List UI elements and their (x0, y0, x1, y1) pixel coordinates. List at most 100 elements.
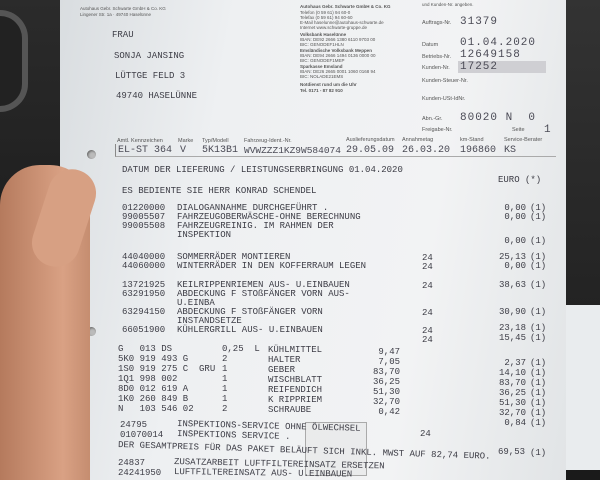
part-qty: 1 (222, 364, 228, 374)
punch-hole (87, 327, 96, 336)
dealer-email[interactable]: E-Mail haselunne@autohaus-schwarte.de (300, 20, 384, 25)
customer-no: 17252 (460, 61, 499, 73)
part-total: 36,25 (498, 388, 526, 398)
part-tax: (1) (530, 378, 547, 388)
part-no: N 103 546 02 (118, 404, 194, 414)
item-tax: (1) (530, 280, 547, 290)
bank-bic: BIC: NOLADE21EMS (300, 74, 344, 79)
item-amount: 25,13 (498, 252, 526, 262)
bank-iban: IBAN: DE94 2666 1494 0136 0000 00 (300, 53, 376, 58)
model-label: Typ/Modell (202, 138, 229, 144)
item-code: 63291950 (122, 289, 166, 299)
part-no: 8D0 012 619 A (118, 384, 189, 394)
recipient-salutation: FRAU (112, 30, 134, 40)
item-qty: 24 (422, 335, 433, 345)
item-desc: KEILRIPPENRIEMEN AUS- U.EINBAUEN (177, 280, 350, 290)
delivery-date-label: Auslieferungsdatum (346, 137, 395, 143)
advisor-label: Service-Berater (504, 137, 543, 143)
item-code: 63294150 (122, 307, 166, 317)
part-qty: 1 (222, 384, 228, 394)
item-desc: WINTERRÄDER IN DEN KOFFERRAUM LEGEN (177, 261, 367, 271)
dealer-name: Autohaus Gebr. Schwarte GmbH & Co. KG (300, 4, 391, 9)
item-desc: FAHRZEUGOBERWÄSCHE-OHNE BERECHNUNG (177, 212, 361, 222)
part-total: 32,70 (498, 408, 526, 418)
package-qty: 24 (420, 429, 431, 439)
dealer-web[interactable]: Internet www.schwarte-gruppe.de (300, 25, 368, 30)
package-code: 24795 (120, 420, 148, 430)
item-desc: INSPEKTION (177, 230, 232, 240)
part-qty: 2 (222, 404, 228, 414)
item-code: 01220000 (122, 203, 166, 213)
part-qty: 2 (222, 354, 228, 364)
item-amount: 0,00 (504, 203, 526, 213)
make-label: Marke (178, 138, 194, 144)
vin: WVWZZZ1KZ9W584074 (244, 145, 341, 156)
delivery-date-line: DATUM DER LIEFERUNG / LEISTUNGSERBRINGUN… (122, 165, 403, 175)
highlight (458, 61, 546, 73)
item-desc: DIALOGANNAHME DURCHGEFÜHRT . (177, 203, 329, 213)
part-desc: WISCHBLATT (268, 375, 323, 385)
part-tax: (1) (530, 368, 547, 378)
item-desc: FAHRZEUGREINIG. IM RAHMEN DER (177, 221, 334, 231)
item-amount: 38,63 (498, 280, 526, 290)
item-desc: U.EINBA (177, 298, 215, 308)
item-amount: 23,18 (498, 323, 526, 333)
abn-group-label: Abn.-Gr. (422, 116, 443, 122)
part-total: 83,70 (498, 378, 526, 388)
part-unit-price: 0,42 (378, 407, 400, 417)
item-qty: 24 (422, 253, 433, 263)
item-amount: 30,90 (498, 307, 526, 317)
part-unit-price: 9,47 (378, 347, 400, 357)
part-unit-price: 36,25 (372, 377, 400, 387)
bank-name: Emsländische Volksbank Meppen (300, 48, 372, 53)
stamp (305, 422, 367, 476)
punch-hole (87, 150, 96, 159)
extra-code: 24241950 (118, 468, 162, 478)
currency-header: EURO (*) (498, 175, 542, 185)
customer-tax-label: Kunden-Steuer-Nr. (422, 78, 468, 84)
package-code: 01070014 (120, 430, 164, 440)
date-label: Datum (422, 42, 439, 48)
order-no: 31379 (460, 16, 499, 28)
package-amount: 69,53 (498, 447, 526, 457)
part-desc: HALTER (268, 355, 301, 365)
customer-vat-label: Kunden-USt-IdNr. (422, 96, 466, 102)
part-no: G 013 DS (118, 344, 173, 354)
mileage: 196860 (460, 145, 497, 156)
item-amount: 0,00 (504, 261, 526, 271)
item-qty: 24 (422, 262, 433, 272)
item-amount: 0,00 (504, 212, 526, 222)
vin-label: Fahrzeug-Ident.-Nr. (244, 138, 292, 144)
item-code: 99005507 (122, 212, 166, 222)
emergency-phone: Tel. 0171 - 87 82 910 (300, 88, 343, 93)
recipient-street: LÜTTGE FELD 3 (115, 71, 186, 81)
advisor-code: KS (504, 145, 517, 156)
plate-label: Amtl. Kennzeichen (117, 138, 163, 144)
mileage-label: km-Stand (460, 137, 484, 143)
steering-wheel (0, 10, 28, 112)
company-no-label: Betriebs-Nr. (422, 54, 452, 60)
advisor-line: ES BEDIENTE SIE HERR KONRAD SCHENDEL (122, 186, 317, 196)
item-desc: SOMMERRÄDER MONTIEREN (177, 252, 291, 262)
item-tax: (1) (530, 252, 547, 262)
bank-bic: BIC: GENODEF1MEP (300, 58, 345, 63)
recipient-city: 49740 HASELÜNNE (116, 91, 198, 101)
item-code: 99005508 (122, 221, 166, 231)
customer-no-label: Kunden-Nr. (422, 65, 450, 71)
item-desc: KÜHLERGRILL AUS- U.EINBAUEN (177, 325, 323, 335)
extra-code: 24837 (118, 458, 146, 468)
make: V (180, 145, 187, 156)
extra-desc: LUFTFILTEREINSATZ AUS- U.EINBAUEN (173, 467, 353, 480)
bank-name: Sparkasse Emsland (300, 64, 343, 69)
part-no: 1K0 260 849 B (118, 394, 189, 404)
part-unit-price: 32,70 (372, 397, 400, 407)
item-tax: (1) (530, 333, 547, 343)
part-total: 2,37 (504, 358, 526, 368)
item-tax: (1) (530, 203, 547, 213)
sender-line: Lingener Str. 1a · 49740 Haselünne (80, 12, 152, 17)
part-tax: (1) (530, 358, 547, 368)
part-desc: SCHRAUBE (268, 405, 312, 415)
item-code: 44040000 (122, 252, 166, 262)
bank-iban: IBAN: DE92 2666 1380 6110 9703 00 (300, 37, 376, 42)
company-no: 12649158 (460, 49, 521, 61)
